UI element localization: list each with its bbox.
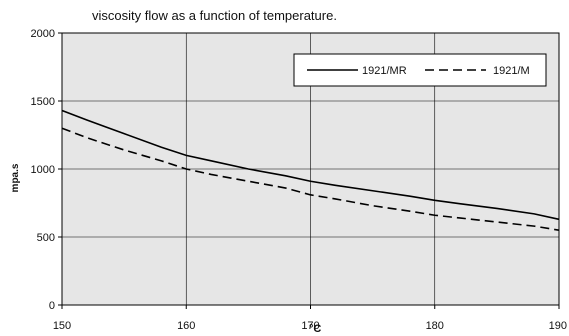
series-line-1921-m <box>61 127 560 231</box>
x-tick-label-3: 180 <box>426 320 444 332</box>
y-tick-label-4: 2000 <box>31 28 55 40</box>
legend-label-1921-mr: 1921/MR <box>362 65 407 77</box>
chart-title: viscosity flow as a function of temperat… <box>92 8 337 23</box>
y-tick-label-1: 500 <box>37 232 55 244</box>
series-group <box>61 109 560 231</box>
y-tick-label-3: 1500 <box>31 96 55 108</box>
y-axis-ticks: 0 500 1000 1500 2000 <box>31 28 62 312</box>
x-tick-label-2: 170 <box>301 320 319 332</box>
y-tick-label-2: 1000 <box>31 164 55 176</box>
x-tick-label-1: 160 <box>177 320 195 332</box>
x-tick-label-0: 150 <box>53 320 71 332</box>
x-tick-label-4: 190 <box>549 320 567 332</box>
series-line-1921-mr <box>61 109 560 221</box>
x-axis-label: °C <box>309 323 321 335</box>
legend: 1921/MR 1921/M <box>293 53 547 87</box>
y-axis-label: mpa.s <box>10 163 21 192</box>
legend-box <box>293 53 547 87</box>
x-axis-ticks: 150 160 170 180 190 <box>53 305 567 332</box>
legend-label-1921-m: 1921/M <box>493 65 530 77</box>
y-tick-label-0: 0 <box>49 300 55 312</box>
